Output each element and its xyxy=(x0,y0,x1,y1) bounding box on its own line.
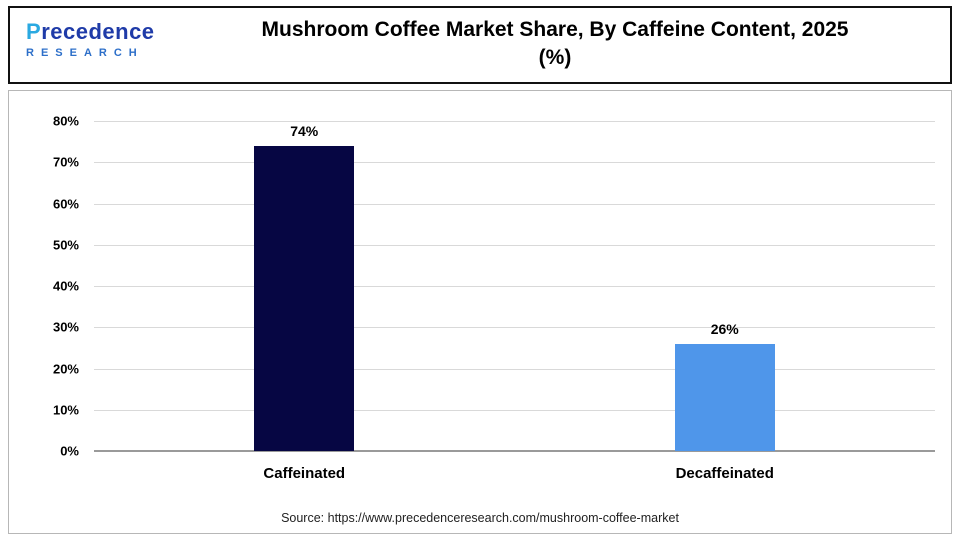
chart-header: Precedence RESEARCH Mushroom Coffee Mark… xyxy=(8,6,952,84)
y-tick-label: 70% xyxy=(52,154,79,170)
x-axis-labels: Caffeinated Decaffeinated xyxy=(94,465,935,489)
logo-wordmark: Precedence xyxy=(26,19,155,44)
gridline xyxy=(94,121,935,122)
bar-column-caffeinated: 74% xyxy=(94,121,515,451)
chart-title: Mushroom Coffee Market Share, By Caffein… xyxy=(190,16,920,73)
gridline xyxy=(94,162,935,164)
bar-value-label-caffeinated: 74% xyxy=(290,122,319,139)
bar-caffeinated[interactable]: 74% xyxy=(254,123,355,451)
y-tick-label: 40% xyxy=(52,278,79,294)
y-tick-label: 10% xyxy=(52,402,79,418)
gridline xyxy=(94,409,935,411)
gridline xyxy=(94,203,935,205)
x-axis-label-caffeinated: Caffeinated xyxy=(263,465,346,482)
precedence-research-logo: Precedence RESEARCH xyxy=(26,19,155,60)
gridline xyxy=(94,368,935,370)
bar-value-label-decaffeinated: 26% xyxy=(710,320,739,337)
chart-area: 0% 10% 20% 30% 40% 50% 60% 70% 80% 74% 26% Caffei… xyxy=(8,90,952,534)
chart-title-line2: (%) xyxy=(538,46,572,70)
plot-area: 74% 26% xyxy=(94,121,936,452)
y-tick-label: 30% xyxy=(52,319,79,335)
chart-title-line1: Mushroom Coffee Market Share, By Caffein… xyxy=(261,18,849,41)
y-tick-label: 20% xyxy=(52,361,79,376)
x-axis-label-decaffeinated: Decaffeinated xyxy=(675,465,774,482)
y-tick-label: 80% xyxy=(52,113,79,129)
gridline xyxy=(94,327,935,329)
y-axis-labels: 0% 10% 20% 30% 40% 50% 60% 70% 80% xyxy=(9,114,89,459)
x-axis-line xyxy=(94,450,935,452)
bar-decaffeinated[interactable]: 26% xyxy=(674,321,775,451)
logo-subtext: RESEARCH xyxy=(26,47,144,60)
y-tick-label: 0% xyxy=(60,443,79,459)
gridline xyxy=(94,244,935,246)
y-tick-label: 60% xyxy=(52,196,79,211)
gridline xyxy=(94,286,935,287)
bar-column-decaffeinated: 26% xyxy=(515,121,936,451)
y-tick-label: 50% xyxy=(52,237,79,253)
source-text: Source: https://www.precedenceresearch.c… xyxy=(281,511,679,525)
